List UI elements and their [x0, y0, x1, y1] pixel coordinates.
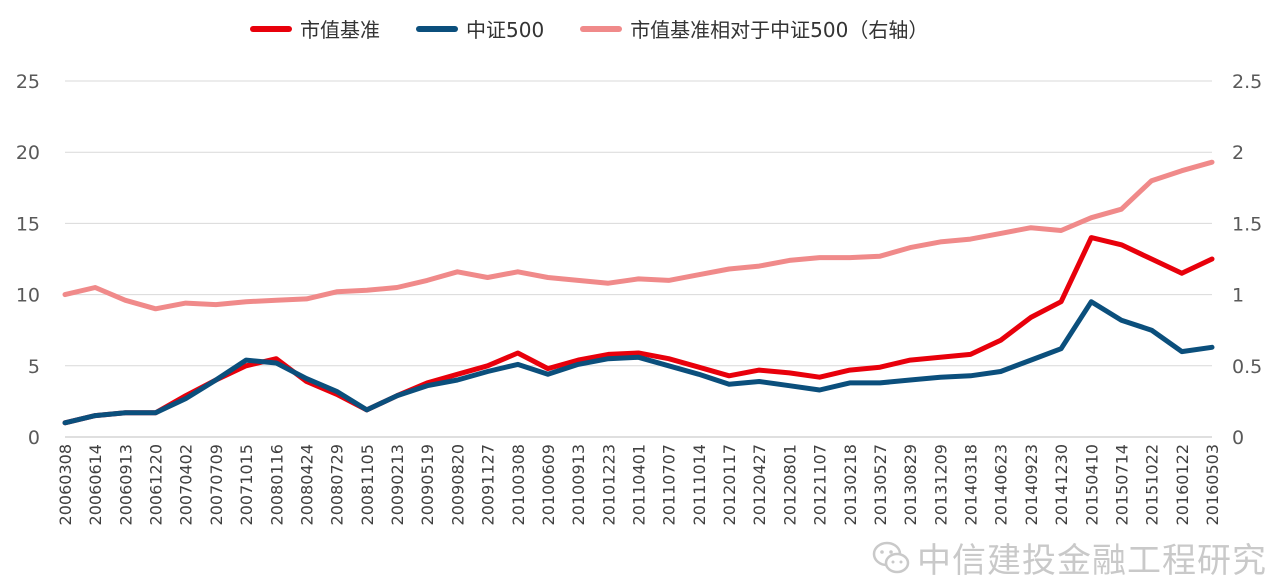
watermark: 中信建投金融工程研究	[871, 533, 1267, 582]
legend-swatch-series3	[580, 25, 623, 32]
x-tick-label: 20120117	[720, 444, 739, 525]
x-tick-label: 20070402	[177, 444, 196, 525]
x-tick-label: 20140923	[1022, 444, 1041, 525]
wechat-icon	[872, 541, 910, 573]
legend-swatch-series2	[416, 25, 458, 32]
x-tick-label: 20060913	[116, 444, 135, 525]
y-left-tick-label: 25	[16, 71, 40, 93]
x-tick-label: 20150714	[1112, 444, 1131, 525]
x-tick-label: 20100609	[539, 444, 558, 525]
x-tick-label: 20090213	[388, 444, 407, 525]
legend-item-series1: 市值基准	[250, 14, 380, 43]
legend-label-series2: 中证500	[466, 18, 545, 42]
x-tick-label: 20081105	[358, 444, 377, 525]
x-tick-label: 20130527	[871, 444, 890, 525]
chart-legend: 市值基准 中证500 市值基准相对于中证500（右轴）	[250, 14, 964, 43]
legend-item-series2: 中证500	[416, 14, 544, 43]
x-tick-label: 20090519	[418, 444, 437, 525]
watermark-text: 中信建投金融工程研究	[917, 541, 1267, 581]
x-tick-label: 20141230	[1052, 444, 1071, 525]
y-left-tick-label: 15	[16, 213, 40, 235]
y-right-tick-label: 0	[1232, 427, 1244, 449]
x-tick-label: 20140318	[962, 444, 981, 525]
x-tick-label: 20071015	[237, 444, 256, 525]
x-tick-label: 20061220	[147, 444, 166, 525]
x-tick-label: 20100913	[569, 444, 588, 525]
x-tick-label: 20121107	[811, 444, 830, 525]
y-left-tick-label: 0	[28, 427, 40, 449]
x-tick-label: 20110707	[660, 444, 679, 525]
x-tick-label: 20111014	[690, 444, 709, 525]
x-tick-label: 20131209	[931, 444, 950, 525]
series-line-3	[62, 159, 1215, 312]
x-tick-label: 20110401	[630, 444, 649, 525]
x-tick-label: 20100308	[509, 444, 528, 525]
x-tick-label: 20160503	[1203, 444, 1222, 525]
x-tick-label: 20080116	[267, 444, 286, 525]
x-tick-label: 20080729	[328, 444, 347, 525]
x-tick-label: 20150410	[1082, 444, 1101, 525]
x-tick-label: 20140623	[992, 444, 1011, 525]
series-line-2	[62, 299, 1215, 426]
x-tick-label: 20090820	[448, 444, 467, 525]
y-left-tick-label: 20	[16, 142, 40, 164]
x-tick-label: 20120801	[780, 444, 799, 525]
x-tick-label: 20060614	[86, 444, 105, 525]
legend-label-series3: 市值基准相对于中证500（右轴）	[630, 18, 929, 42]
legend-swatch-series1	[250, 25, 292, 32]
x-tick-label: 20130829	[901, 444, 920, 525]
y-left-tick-label: 5	[28, 356, 40, 378]
y-left-tick-label: 10	[16, 285, 40, 307]
x-tick-label: 20091127	[479, 444, 498, 525]
x-tick-label: 20130218	[841, 444, 860, 525]
y-right-tick-label: 2	[1232, 142, 1244, 164]
x-tick-label: 20060308	[56, 444, 75, 525]
y-right-tick-label: 1	[1232, 285, 1244, 307]
y-right-tick-label: 1.5	[1232, 213, 1262, 235]
legend-item-series3: 市值基准相对于中证500（右轴）	[580, 14, 928, 43]
x-tick-label: 20070709	[207, 444, 226, 525]
x-tick-label: 20101223	[599, 444, 618, 525]
x-tick-label: 20120427	[750, 444, 769, 525]
x-tick-label: 20080424	[297, 444, 316, 525]
y-right-tick-label: 2.5	[1232, 71, 1262, 93]
x-tick-label: 20160122	[1173, 444, 1192, 525]
y-right-tick-label: 0.5	[1232, 356, 1262, 378]
series-line-1	[62, 235, 1215, 426]
legend-label-series1: 市值基准	[300, 18, 380, 42]
x-tick-label: 20151022	[1143, 444, 1162, 525]
